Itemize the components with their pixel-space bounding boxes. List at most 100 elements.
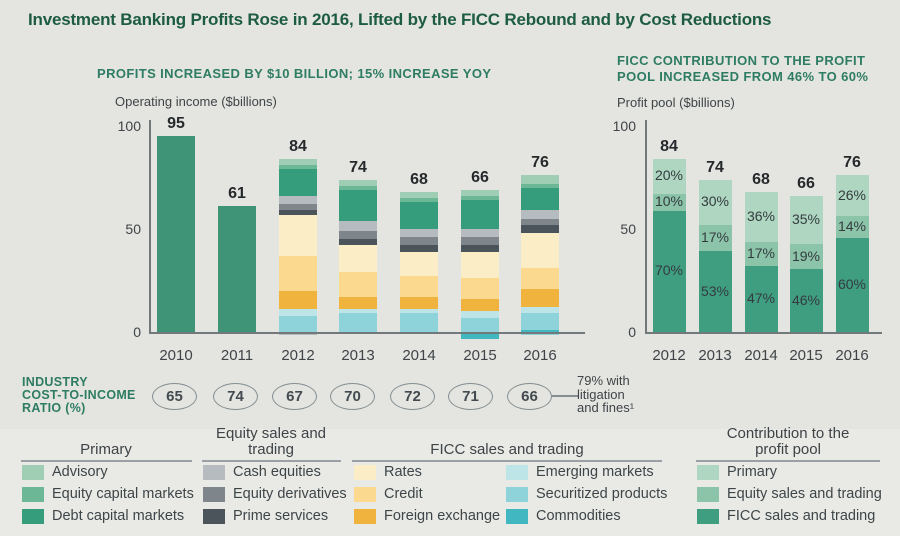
bar-segment-pct-label: 53% bbox=[700, 282, 730, 299]
legend-group-rule bbox=[696, 460, 880, 462]
legend-item-label: Emerging markets bbox=[536, 464, 654, 480]
legend-swatch-credit bbox=[354, 487, 376, 502]
legend-item-label: Equity capital markets bbox=[52, 486, 194, 502]
legend-group-title: FICC sales and trading bbox=[430, 441, 584, 458]
bar-segment-debt_capital_markets bbox=[279, 169, 317, 197]
x-axis-category-label: 2014 bbox=[402, 347, 436, 364]
bar-segment-rates bbox=[461, 251, 499, 279]
bar-segment-pool_ficc bbox=[835, 238, 869, 332]
legend-swatch-equity_derivatives bbox=[203, 487, 225, 502]
bar-segment-pool_primary bbox=[835, 175, 869, 217]
cost-ratio-oval: 65 bbox=[152, 383, 197, 410]
bar-segment-foreign_exchange bbox=[461, 299, 499, 312]
bar-total-label: 68 bbox=[410, 170, 428, 188]
bar-segment-credit bbox=[339, 272, 377, 297]
y-axis-tick-label: 0 bbox=[133, 324, 141, 340]
legend-group-rule bbox=[352, 460, 662, 462]
legend-item-label: Prime services bbox=[233, 508, 329, 524]
legend-swatch-prime_services bbox=[203, 509, 225, 524]
bar-segment-securitized_products bbox=[461, 317, 499, 332]
bar-segment-pool_ficc bbox=[652, 210, 686, 332]
bar-segment-advisory bbox=[339, 179, 377, 186]
legend-item-label: Commodities bbox=[536, 508, 621, 524]
bar-segment-pct-label: 60% bbox=[837, 276, 867, 293]
bar-segment-emerging_markets bbox=[400, 309, 438, 314]
bar-segment-prime_services bbox=[400, 245, 438, 252]
legend-group-title: Equity sales and trading bbox=[215, 425, 327, 458]
bar-segment-pool_equity bbox=[789, 243, 823, 270]
bar-segment-debt_capital_markets bbox=[400, 202, 438, 229]
legend-item-label: Securitized products bbox=[536, 486, 668, 502]
y-axis-tick-label: 100 bbox=[612, 118, 636, 134]
x-axis-category-label: 2013 bbox=[341, 347, 375, 364]
legend-swatch-pool_ficc bbox=[697, 509, 719, 524]
bar-segment-credit bbox=[400, 276, 438, 297]
bar-segment-solid_green bbox=[218, 206, 256, 332]
legend-panel bbox=[0, 429, 900, 536]
bar-segment-credit bbox=[461, 278, 499, 300]
bar-segment-prime_services bbox=[279, 210, 317, 215]
x-axis-category-label: 2012 bbox=[652, 347, 686, 364]
bar-segment-emerging_markets bbox=[521, 307, 559, 314]
bar-segment-securitized_products bbox=[400, 313, 438, 332]
left-chart-title: PROFITS INCREASED BY $10 BILLION; 15% IN… bbox=[97, 66, 492, 81]
legend-item-label: Rates bbox=[384, 464, 422, 480]
x-axis-category-label: 2011 bbox=[220, 347, 254, 364]
x-axis-category-label: 2012 bbox=[281, 347, 315, 364]
legend-swatch-foreign_exchange bbox=[354, 509, 376, 524]
cost-ratio-oval: 67 bbox=[272, 383, 317, 410]
x-axis-category-label: 2015 bbox=[789, 347, 823, 364]
bar-total-label: 66 bbox=[471, 168, 489, 186]
bar-segment-debt_capital_markets bbox=[521, 187, 559, 211]
legend-swatch-debt_capital_markets bbox=[22, 509, 44, 524]
right-chart-axis-unit: Profit pool ($billions) bbox=[617, 95, 735, 110]
bar-segment-pool_primary bbox=[698, 179, 732, 226]
bar-segment-prime_services bbox=[461, 245, 499, 252]
bar-segment-advisory bbox=[400, 191, 438, 199]
legend-item-label: Equity derivatives bbox=[233, 486, 347, 502]
bar-segment-prime_services bbox=[521, 224, 559, 234]
bar-segment-equity_capital_markets bbox=[339, 185, 377, 190]
legend-swatch-equity_capital_markets bbox=[22, 487, 44, 502]
bar-segment-pct-label: 46% bbox=[791, 291, 821, 308]
bar-segment-credit bbox=[279, 255, 317, 291]
bar-segment-equity_derivatives bbox=[339, 231, 377, 240]
legend-swatch-cash_equities bbox=[203, 465, 225, 480]
bar-segment-debt_capital_markets bbox=[461, 200, 499, 229]
bar-segment-prime_services bbox=[339, 239, 377, 246]
bar-segment-securitized_products bbox=[521, 313, 559, 330]
legend-swatch-securitized_products bbox=[506, 487, 528, 502]
right-chart-title: FICC CONTRIBUTION TO THE PROFIT POOL INC… bbox=[617, 53, 869, 84]
bar-segment-foreign_exchange bbox=[339, 296, 377, 310]
bar-segment-foreign_exchange bbox=[521, 288, 559, 308]
bar-segment-equity_capital_markets bbox=[400, 198, 438, 203]
bar-segment-foreign_exchange bbox=[279, 290, 317, 310]
bar-total-label: 95 bbox=[167, 115, 185, 133]
bar-total-label: 61 bbox=[228, 185, 246, 203]
annotation-connector-line bbox=[552, 395, 578, 397]
bar-segment-pool_ficc bbox=[789, 269, 823, 332]
bar-segment-debt_capital_markets bbox=[339, 189, 377, 221]
x-axis-category-label: 2016 bbox=[523, 347, 557, 364]
bar-segment-pct-label: 47% bbox=[746, 290, 776, 307]
legend-swatch-rates bbox=[354, 465, 376, 480]
x-axis-line bbox=[645, 332, 882, 334]
bar-segment-equity_derivatives bbox=[521, 218, 559, 225]
bar-segment-cash_equities bbox=[279, 196, 317, 205]
bar-segment-pool_equity bbox=[744, 242, 778, 267]
bar-segment-advisory bbox=[521, 175, 559, 184]
bar-total-label: 84 bbox=[660, 137, 678, 155]
y-axis-tick-label: 50 bbox=[125, 221, 141, 237]
left-chart-axis-unit: Operating income ($billions) bbox=[115, 94, 277, 109]
bar-segment-pool_equity bbox=[835, 216, 869, 239]
page-title: Investment Banking Profits Rose in 2016,… bbox=[28, 10, 772, 29]
bar-total-label: 76 bbox=[843, 154, 861, 172]
bar-total-label: 74 bbox=[349, 158, 367, 176]
legend-item-label: Debt capital markets bbox=[52, 508, 185, 524]
legend-item-label: Cash equities bbox=[233, 464, 321, 480]
bar-segment-emerging_markets bbox=[279, 309, 317, 316]
bar-segment-cash_equities bbox=[521, 210, 559, 219]
legend-item-label: Equity sales and trading bbox=[727, 486, 882, 502]
bar-segment-cash_equities bbox=[461, 229, 499, 238]
bar-segment-equity_capital_markets bbox=[279, 165, 317, 170]
